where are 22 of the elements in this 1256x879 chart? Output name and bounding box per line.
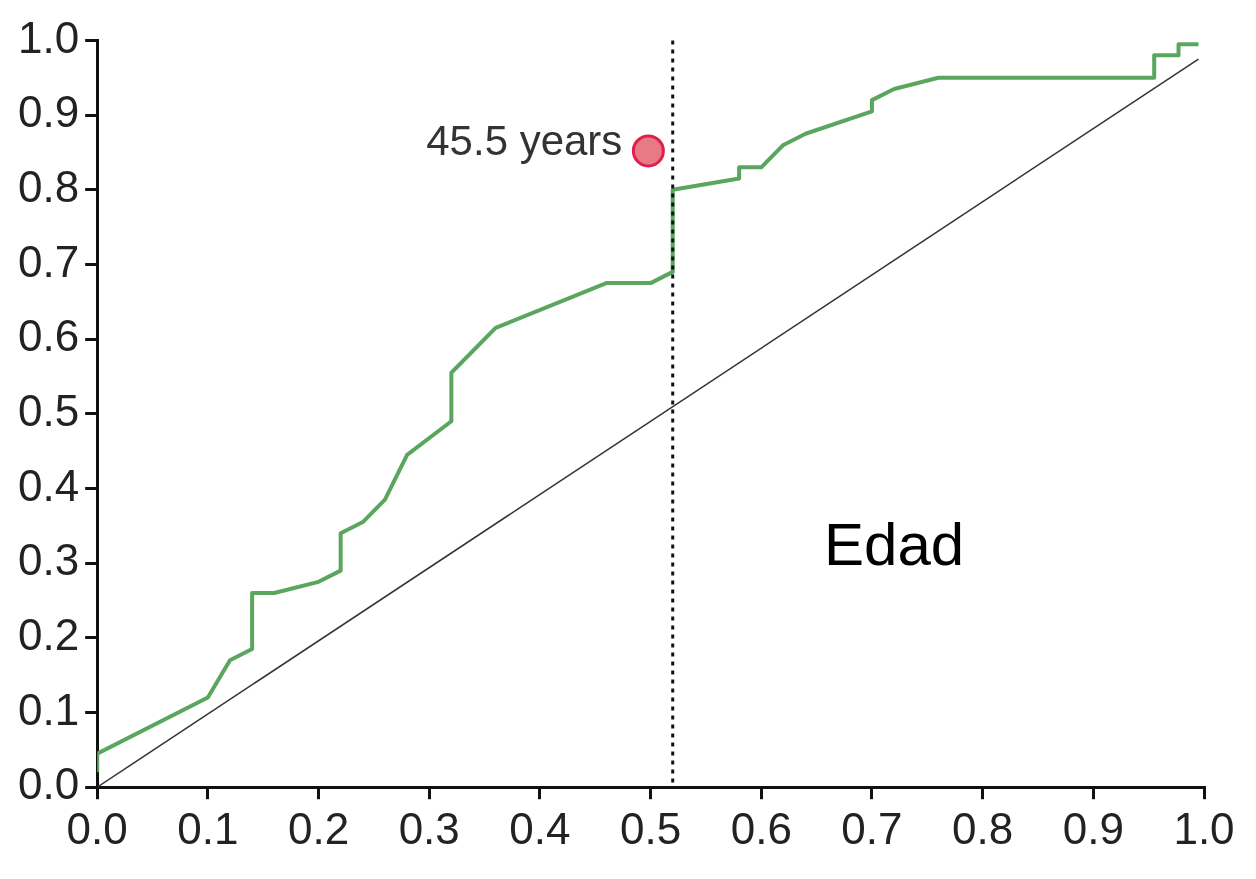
x-tick-label: 0.4 (509, 803, 571, 853)
y-tick-label: 0.1 (17, 684, 80, 734)
y-tick-label: 0.2 (17, 609, 80, 659)
x-tick-label: 1.0 (1173, 803, 1235, 853)
x-tick-label: 0.8 (952, 803, 1014, 853)
x-tick-label: 0.3 (398, 803, 460, 853)
x-tick-label: 0.6 (730, 803, 792, 853)
y-tick-label: 1.0 (17, 12, 80, 62)
y-tick-label: 0.6 (17, 311, 80, 361)
x-tick-label: 0.7 (841, 803, 903, 853)
annotation: 45.5 years (426, 116, 623, 164)
x-tick-label: 0.9 (1062, 803, 1124, 853)
y-tick-label: 0.5 (17, 385, 80, 435)
x-tick-label: 0.1 (177, 803, 239, 853)
x-tick-label: 0.2 (287, 803, 350, 853)
x-tick-label: 0.5 (620, 803, 682, 853)
y-tick-label: 0.7 (17, 236, 80, 286)
y-tick-label: 0.4 (17, 460, 80, 510)
annotation: Edad (824, 510, 965, 578)
y-tick-label: 0.3 (17, 535, 80, 585)
y-tick-label: 0.9 (17, 87, 80, 137)
y-tick-label: 0.8 (17, 161, 80, 211)
